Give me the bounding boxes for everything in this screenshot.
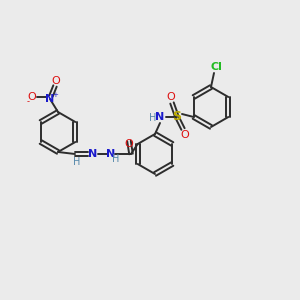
Text: +: + — [52, 92, 58, 98]
Text: N: N — [155, 112, 165, 122]
Text: N: N — [88, 149, 98, 159]
Text: O: O — [167, 92, 176, 102]
Text: O: O — [181, 130, 189, 140]
Text: S: S — [172, 110, 182, 124]
Text: N: N — [106, 149, 116, 159]
Text: -: - — [26, 98, 29, 106]
Text: H: H — [112, 154, 120, 164]
Text: H: H — [149, 113, 157, 123]
Text: N: N — [45, 94, 55, 104]
Text: O: O — [124, 139, 134, 149]
Text: O: O — [52, 76, 60, 86]
Text: Cl: Cl — [210, 62, 222, 72]
Text: O: O — [28, 92, 36, 102]
Text: H: H — [73, 157, 81, 167]
